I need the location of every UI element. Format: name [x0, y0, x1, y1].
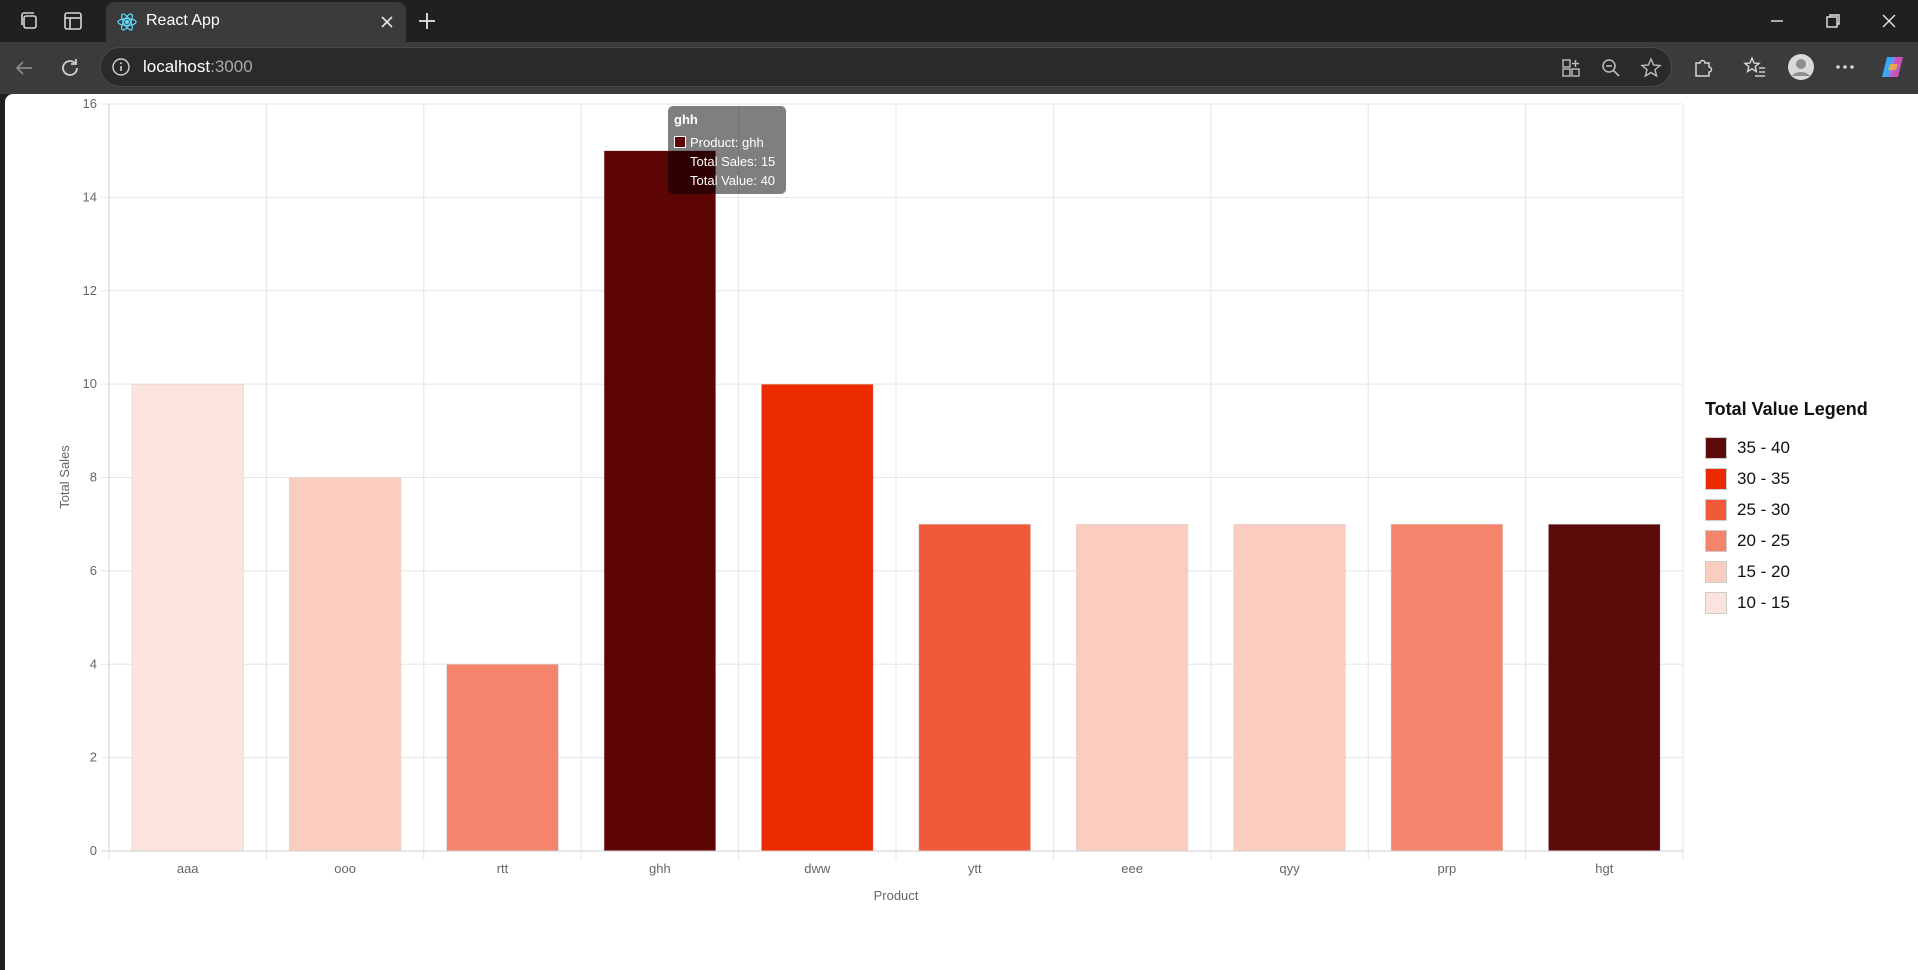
tooltip-total-value: Total Value: 40 — [690, 173, 776, 188]
legend-item: 10 - 15 — [1705, 587, 1915, 618]
chart-axes: 0 2 4 6 8 10 12 14 16 aaa ooo rtt ghh dww ytt eee qyy prp… — [83, 96, 1683, 876]
x-tick-label: ytt — [968, 861, 982, 876]
copilot-icon[interactable] — [1878, 52, 1908, 82]
legend-swatch — [1705, 498, 1727, 521]
legend-label: 25 - 30 — [1737, 499, 1790, 519]
active-tab[interactable]: React App — [106, 2, 406, 42]
y-tick-label: 6 — [90, 563, 97, 578]
tooltip-total-sales: Total Sales: 15 — [690, 154, 776, 169]
bar-dww — [761, 383, 874, 852]
zoom-out-icon[interactable] — [1599, 56, 1623, 80]
legend-item: 15 - 20 — [1705, 556, 1915, 587]
bar-ghh — [603, 150, 717, 852]
tab-bar: React App — [0, 0, 1918, 42]
legend-swatch — [1705, 436, 1727, 459]
new-tab-icon[interactable] — [414, 8, 440, 34]
favorites-icon[interactable] — [1740, 52, 1770, 82]
bar-chart: 0 2 4 6 8 10 12 14 16 aaa ooo rtt ghh dww ytt eee qyy prp… — [57, 96, 1684, 903]
browser-toolbar: localhost:3000 — [0, 42, 1918, 94]
chart-bars — [131, 150, 1661, 852]
x-tick-label: hgt — [1595, 861, 1613, 876]
legend-item: 35 - 40 — [1705, 432, 1915, 463]
legend-label: 20 - 25 — [1737, 530, 1790, 550]
tooltip-color-swatch — [674, 136, 686, 148]
chart-tooltip: ghh Product: ghh Total Sales: 15 Total V… — [668, 106, 786, 194]
x-tick-label: ghh — [649, 861, 671, 876]
y-tick-label: 14 — [83, 189, 97, 204]
legend-item: 20 - 25 — [1705, 525, 1915, 556]
y-tick-label: 4 — [90, 656, 97, 671]
react-logo-icon — [116, 11, 138, 33]
x-tick-label: rtt — [497, 861, 509, 876]
legend-swatch — [1705, 529, 1727, 552]
restore-icon[interactable] — [1818, 8, 1848, 34]
favorite-star-icon[interactable] — [1639, 56, 1663, 80]
y-tick-label: 16 — [83, 96, 97, 111]
legend-item: 30 - 35 — [1705, 463, 1915, 494]
y-tick-label: 10 — [83, 376, 97, 391]
x-tick-label: dww — [804, 861, 831, 876]
tab-title: React App — [146, 12, 220, 29]
x-tick-label: eee — [1121, 861, 1143, 876]
y-tick-label: 12 — [83, 283, 97, 298]
refresh-icon[interactable] — [56, 54, 84, 82]
bar-aaa — [131, 383, 244, 852]
legend-swatch — [1705, 560, 1727, 583]
y-axis-label: Total Sales — [57, 445, 72, 509]
y-tick-label: 8 — [90, 470, 97, 485]
url-host: localhost — [143, 57, 211, 76]
y-tick-label: 2 — [90, 750, 97, 765]
app-available-icon[interactable] — [1559, 56, 1583, 80]
legend-label: 10 - 15 — [1737, 592, 1790, 612]
x-tick-label: ooo — [334, 861, 356, 876]
legend-swatch — [1705, 467, 1727, 490]
x-axis-label: Product — [874, 888, 919, 903]
bar-eee — [1075, 523, 1189, 852]
legend-swatch — [1705, 591, 1727, 614]
x-tick-label: prp — [1438, 861, 1457, 876]
legend-label: 30 - 35 — [1737, 468, 1790, 488]
x-tick-label: aaa — [177, 861, 199, 876]
minimize-icon[interactable] — [1762, 8, 1792, 34]
page-viewport: 0 2 4 6 8 10 12 14 16 aaa ooo rtt ghh dww ytt eee qyy prp… — [5, 94, 1918, 970]
legend-label: 15 - 20 — [1737, 561, 1790, 581]
bar-ooo — [288, 477, 402, 852]
window-close-icon[interactable] — [1874, 8, 1904, 34]
tooltip-product: Product: ghh — [690, 135, 764, 150]
address-bar[interactable]: localhost:3000 — [100, 47, 1672, 87]
url-text: localhost:3000 — [143, 57, 253, 77]
site-info-icon[interactable] — [111, 57, 131, 77]
bar-ytt — [918, 523, 1031, 852]
legend-item: 25 - 30 — [1705, 494, 1915, 525]
more-options-icon[interactable] — [1830, 52, 1860, 82]
workspaces-icon[interactable] — [16, 8, 42, 34]
legend-items: 35 - 40 30 - 35 25 - 30 20 - 25 15 - 20 10 - … — [1705, 432, 1915, 618]
bar-prp — [1390, 523, 1504, 852]
legend-title: Total Value Legend — [1705, 399, 1868, 419]
url-port: :3000 — [210, 57, 253, 76]
close-tab-icon[interactable] — [376, 11, 398, 33]
bar-rtt — [446, 664, 559, 852]
extensions-icon[interactable] — [1688, 52, 1718, 82]
bar-qyy — [1233, 523, 1346, 852]
value-legend: Total Value Legend 35 - 40 30 - 35 25 - 30… — [1705, 399, 1915, 618]
vertical-tabs-icon[interactable] — [60, 8, 86, 34]
bar-hgt — [1548, 523, 1661, 852]
x-tick-label: qyy — [1279, 861, 1300, 876]
y-tick-label: 0 — [90, 843, 97, 858]
back-icon[interactable] — [10, 54, 38, 82]
tooltip-title: ghh — [674, 112, 698, 127]
legend-label: 35 - 40 — [1737, 437, 1790, 457]
profile-avatar-icon[interactable] — [1786, 52, 1816, 82]
